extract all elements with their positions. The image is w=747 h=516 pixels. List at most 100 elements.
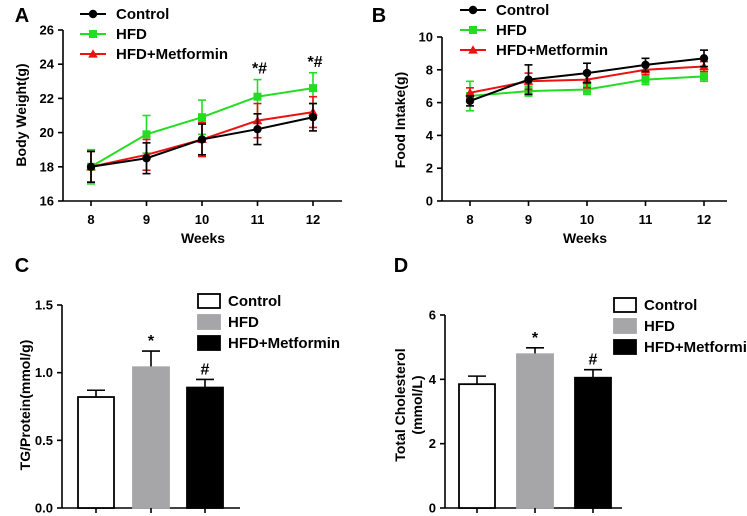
series-control <box>86 102 318 183</box>
y-tick-label: 10 <box>419 30 433 45</box>
y-axis-label: Body Weight(g) <box>13 63 29 166</box>
bar-control <box>77 389 115 513</box>
y-tick-label: 1.0 <box>35 365 53 380</box>
legend-swatch <box>197 314 221 330</box>
significance-label: # <box>201 361 210 378</box>
data-point <box>197 135 207 144</box>
legend-swatch <box>613 318 637 334</box>
legend-label: HFD+Metformin <box>644 339 747 356</box>
data-point <box>465 87 475 97</box>
y-tick-label: 6 <box>426 95 433 110</box>
data-point <box>253 92 262 101</box>
legend-label: HFD+Metformin <box>496 42 608 59</box>
y-axis-label: (mmol/L) <box>409 375 425 434</box>
legend: Control HFD HFD+Metformin <box>80 6 228 63</box>
bar <box>574 376 612 509</box>
bar <box>458 383 496 509</box>
legend-swatch <box>613 297 637 313</box>
data-point <box>700 72 708 81</box>
x-tick-label: 11 <box>251 212 265 227</box>
y-tick-label: 8 <box>426 62 433 77</box>
panel-c: C 0.0 0.5 1.0 1.5 TG/Protein(mmol/g) * # Control… <box>15 255 340 516</box>
significance-label: *# <box>307 54 322 71</box>
y-tick-label: 4 <box>426 128 434 143</box>
y-tick-label: 20 <box>40 125 54 140</box>
legend-label: Control <box>496 2 549 19</box>
data-point <box>253 124 262 134</box>
legend-label: HFD+Metformin <box>116 46 228 63</box>
bar-metformin: # <box>574 352 612 513</box>
x-tick-label: 10 <box>580 212 594 227</box>
axes: 16 18 20 22 24 26 8 9 10 11 12 <box>40 23 342 227</box>
significance-label: * <box>148 333 155 350</box>
y-tick-label: 0 <box>426 194 433 209</box>
significance-label: # <box>589 352 598 369</box>
legend-marker <box>468 5 478 15</box>
y-tick-label: 18 <box>40 159 54 174</box>
data-point <box>641 75 650 84</box>
series-control <box>465 49 709 107</box>
panel-b: B 0 2 4 6 8 10 8 9 10 11 12 Weeks Food Intake(g) Contr… <box>372 2 727 246</box>
legend-swatch <box>197 293 221 309</box>
data-point <box>641 60 650 70</box>
legend: Control HFD HFD+Metformin <box>460 2 608 59</box>
legend-marker <box>88 9 98 19</box>
x-tick-label: 8 <box>466 212 473 227</box>
data-point <box>309 84 317 93</box>
data-point <box>582 68 592 78</box>
y-axis-label: Total Cholesterol <box>392 348 408 461</box>
x-axis-label: Weeks <box>181 230 225 246</box>
x-tick-label: 8 <box>87 212 94 227</box>
bar-hfd: * <box>516 330 554 513</box>
y-tick-label: 22 <box>40 91 54 106</box>
data-point <box>308 113 318 122</box>
y-tick-label: 0 <box>429 501 436 516</box>
panel-label: B <box>372 5 386 27</box>
legend-marker <box>89 30 97 38</box>
bar-control <box>458 375 496 513</box>
legend-label: HFD <box>228 314 259 331</box>
legend-label: Control <box>116 6 169 23</box>
legend-marker <box>468 45 478 54</box>
y-tick-label: 2 <box>426 161 433 176</box>
bar <box>186 386 224 509</box>
data-point <box>465 96 475 106</box>
data-point <box>142 130 151 139</box>
x-tick-label: 11 <box>639 212 653 227</box>
x-tick-label: 12 <box>306 212 320 227</box>
x-tick-label: 9 <box>143 212 150 227</box>
panel-d: D 0 2 4 6 Total Cholesterol (mmol/L) * # Control H… <box>392 255 747 516</box>
bar-hfd: * <box>132 333 170 513</box>
panel-label: A <box>15 5 29 27</box>
x-axis-label: Weeks <box>563 230 607 246</box>
y-tick-label: 4 <box>429 372 437 387</box>
legend-label: HFD <box>496 22 527 39</box>
legend-label: HFD+Metformin <box>228 335 340 352</box>
y-axis-label: TG/Protein(mmol/g) <box>17 340 33 471</box>
y-tick-label: 16 <box>40 194 54 209</box>
y-tick-label: 0.5 <box>35 433 53 448</box>
bar <box>77 396 115 509</box>
legend: Control HFD HFD+Metformin <box>613 297 747 356</box>
y-tick-label: 2 <box>429 436 436 451</box>
y-tick-label: 26 <box>40 23 54 38</box>
bar-metformin: # <box>186 361 224 513</box>
data-point <box>198 113 206 122</box>
panel-a: A 16 18 20 22 24 26 8 9 10 11 12 Weeks Body Weight(g)… <box>13 5 342 246</box>
bar <box>516 353 554 509</box>
legend-swatch <box>197 335 221 351</box>
significance-label: * <box>532 330 539 347</box>
x-tick-label: 12 <box>697 212 711 227</box>
data-point <box>524 75 533 84</box>
x-tick-label: 9 <box>525 212 532 227</box>
data-point <box>583 85 591 94</box>
legend-label: Control <box>644 297 697 314</box>
data-point <box>86 162 96 171</box>
axes: 0 2 4 6 8 10 8 9 10 11 12 <box>419 30 727 227</box>
panel-label: C <box>15 255 29 277</box>
legend-label: Control <box>228 293 281 310</box>
legend: Control HFD HFD+Metformin <box>197 293 340 352</box>
y-axis-label: Food Intake(g) <box>392 72 408 168</box>
y-tick-label: 6 <box>429 308 436 323</box>
